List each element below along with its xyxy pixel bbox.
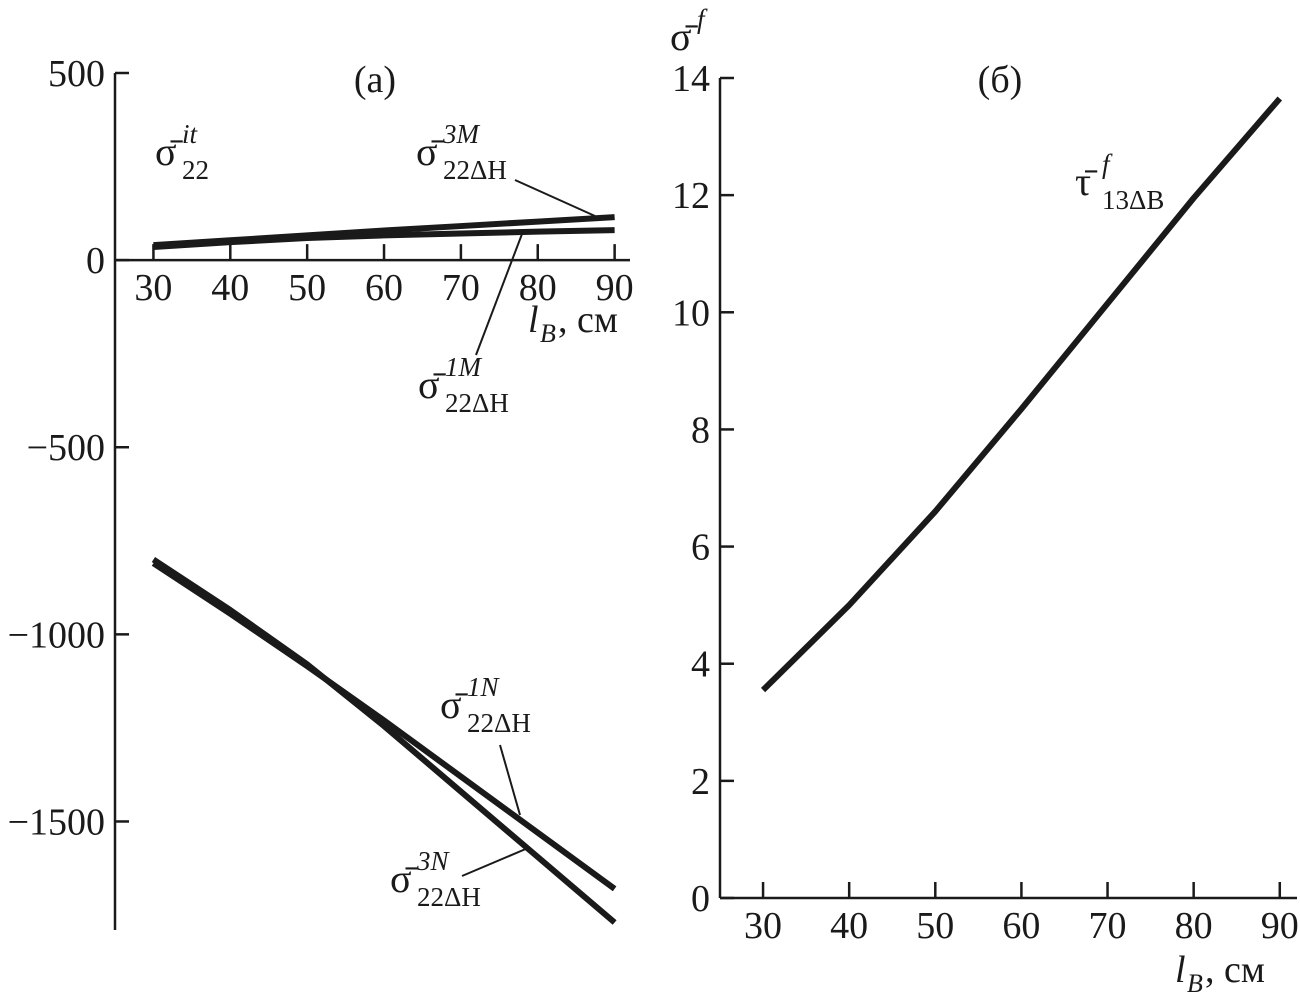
x-tick-label: 80 <box>1175 905 1213 947</box>
x-axis-label-sub: B <box>1187 969 1203 998</box>
y-tick-label: 14 <box>672 58 710 100</box>
x-tick-label: 30 <box>744 905 782 947</box>
panel-title: (а) <box>354 59 396 101</box>
x-tick-label: 40 <box>830 905 868 947</box>
x-axis-label-sub: B <box>540 319 556 348</box>
x-tick-label: 50 <box>288 267 326 309</box>
series-label: σ̄ <box>390 856 419 901</box>
x-axis-label-unit: , см <box>1205 949 1265 991</box>
x-tick-label: 80 <box>519 267 557 309</box>
panel-title: (б) <box>978 59 1023 101</box>
series-label-sub: 22ΔH <box>417 882 481 912</box>
leader-line <box>461 847 529 877</box>
series-label-sup: 1N <box>467 672 501 702</box>
x-axis-label: l <box>528 299 539 341</box>
series-label: σ̄ <box>418 362 447 407</box>
series-line <box>151 560 617 892</box>
y-tick-label: 10 <box>672 292 710 334</box>
y-axis-label: σ̄ <box>670 14 699 59</box>
y-tick-label: 0 <box>691 878 710 920</box>
leader-line <box>514 179 596 217</box>
series-label: σ̄ <box>416 129 445 174</box>
y-tick-label: 8 <box>691 409 710 451</box>
y-tick-label: 12 <box>672 175 710 217</box>
y-tick-label: 4 <box>691 644 710 686</box>
x-tick-label: 40 <box>211 267 249 309</box>
x-axis-label-unit: , см <box>558 299 618 341</box>
y-axis-label-sub: 22 <box>182 155 209 185</box>
y-axis-label-sup: f <box>697 4 708 34</box>
x-tick-label: 90 <box>596 267 634 309</box>
x-tick-label: 30 <box>134 267 172 309</box>
series-label-sup: 1M <box>445 352 483 382</box>
x-tick-label: 70 <box>442 267 480 309</box>
series-line <box>153 227 615 251</box>
x-tick-label: 60 <box>365 267 403 309</box>
series-label: τ̄ <box>1075 159 1098 204</box>
series-label-sub: 22ΔH <box>445 388 509 418</box>
x-axis-label: l <box>1175 949 1186 991</box>
x-tick-label: 70 <box>1089 905 1127 947</box>
x-tick-label: 50 <box>916 905 954 947</box>
series-label-sup: 3M <box>442 119 481 149</box>
x-tick-label: 60 <box>1002 905 1040 947</box>
x-tick-label: 90 <box>1261 905 1299 947</box>
leader-line <box>499 744 521 816</box>
y-axis-label-sup: it <box>182 119 199 149</box>
y-tick-label: 500 <box>48 53 105 95</box>
y-tick-label: −500 <box>27 427 105 469</box>
y-tick-label: −1500 <box>8 801 105 843</box>
leader-line <box>475 233 523 356</box>
series-label: σ̄ <box>440 682 469 727</box>
y-axis-label: σ̄ <box>155 129 184 174</box>
series-line <box>151 557 617 925</box>
series-label-sup: f <box>1102 149 1113 179</box>
series-line <box>760 96 1283 693</box>
series-label-sub: 13ΔB <box>1102 185 1164 215</box>
series-label-sub: 22ΔH <box>467 708 531 738</box>
series-label-sup: 3N <box>416 846 451 876</box>
y-tick-label: 0 <box>86 240 105 282</box>
series-label-sub: 22ΔH <box>443 155 507 185</box>
y-tick-label: −1000 <box>8 614 105 656</box>
y-tick-label: 2 <box>691 761 710 803</box>
y-tick-label: 6 <box>691 527 710 569</box>
